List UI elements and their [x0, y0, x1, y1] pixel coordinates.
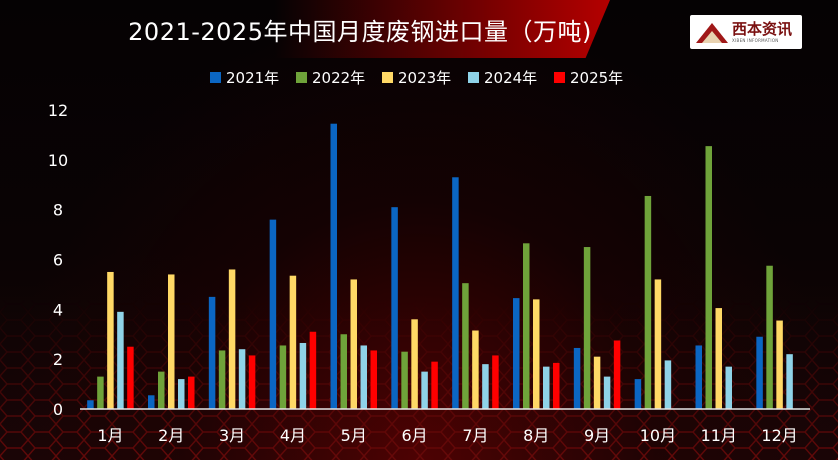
- y-tick-label: 10: [48, 151, 68, 170]
- chart-title: 2021-2025年中国月度废钢进口量（万吨): [128, 18, 592, 46]
- bar: [553, 362, 560, 409]
- x-tick-label: 9月: [584, 426, 610, 445]
- bar: [664, 360, 672, 409]
- bar: [188, 376, 195, 409]
- y-tick-label: 4: [53, 300, 63, 319]
- bar: [644, 195, 652, 409]
- x-tick-label: 12月: [761, 426, 797, 445]
- bar: [228, 269, 236, 409]
- bar: [715, 308, 722, 409]
- y-tick-label: 2: [53, 350, 63, 369]
- legend-swatch: [296, 72, 307, 83]
- bar: [168, 274, 175, 409]
- bar: [452, 177, 459, 409]
- bar: [695, 345, 702, 409]
- bar: [462, 283, 469, 409]
- bar: [279, 345, 287, 409]
- y-tick-label: 6: [53, 251, 63, 270]
- x-tick-label: 7月: [462, 426, 488, 445]
- y-axis: 0 2 4 6 8 10 12: [48, 101, 68, 419]
- legend-label: 2024年: [484, 69, 537, 87]
- bar: [431, 361, 438, 409]
- bar: [593, 356, 601, 409]
- y-tick-label: 12: [48, 101, 68, 120]
- y-tick-label: 8: [53, 201, 63, 220]
- bar: [786, 354, 793, 409]
- bar: [350, 279, 357, 409]
- bar: [583, 247, 591, 409]
- bar: [523, 243, 530, 409]
- brand-logo: 西本资讯 XIBEN INFORMATION: [690, 15, 802, 49]
- legend-label: 2022年: [312, 69, 365, 87]
- bar: [573, 347, 581, 409]
- legend-label: 2021年: [226, 69, 279, 87]
- bar: [360, 345, 367, 409]
- logo-subtext: XIBEN INFORMATION: [732, 38, 779, 43]
- bar: [218, 350, 226, 409]
- bar: [299, 342, 307, 409]
- bar: [107, 271, 114, 409]
- bar: [178, 379, 185, 409]
- bar: [654, 279, 662, 409]
- bar: [289, 275, 297, 409]
- bar: [472, 330, 479, 409]
- bar: [603, 376, 611, 409]
- bar: [127, 346, 134, 409]
- bar: [634, 379, 642, 409]
- bar: [370, 350, 377, 409]
- x-tick-label: 3月: [219, 426, 245, 445]
- legend-swatch: [468, 72, 479, 83]
- x-tick-label: 5月: [341, 426, 367, 445]
- x-axis: 1月 2月 3月 4月 5月 6月 7月 8月 9月 10月 11月 12月: [97, 426, 797, 445]
- bar: [756, 336, 763, 409]
- bar: [411, 319, 418, 409]
- bars: [87, 123, 793, 410]
- bar: [533, 299, 540, 409]
- bar: [401, 351, 408, 409]
- bar: [87, 400, 94, 409]
- bar: [543, 366, 550, 409]
- legend-swatch: [382, 72, 393, 83]
- legend-swatch: [554, 72, 565, 83]
- bar: [148, 395, 155, 409]
- bar: [613, 340, 621, 409]
- bar: [391, 207, 398, 409]
- x-tick-label: 10月: [640, 426, 676, 445]
- bar: [705, 146, 712, 410]
- x-tick-label: 8月: [523, 426, 549, 445]
- bar: [97, 376, 104, 409]
- bar: [776, 320, 783, 409]
- x-tick-label: 1月: [97, 426, 123, 445]
- logo-mountain-icon: [696, 23, 728, 43]
- legend-swatch: [210, 72, 221, 83]
- x-tick-label: 11月: [701, 426, 737, 445]
- bar: [158, 371, 165, 409]
- bar: [269, 219, 277, 409]
- bar: [513, 298, 520, 409]
- bar: [208, 296, 216, 409]
- legend-label: 2025年: [570, 69, 623, 87]
- bar: [725, 366, 732, 409]
- bar: [482, 364, 489, 409]
- bar: [238, 349, 246, 409]
- bar: [248, 355, 256, 409]
- bar: [492, 355, 499, 409]
- x-tick-label: 2月: [158, 426, 184, 445]
- bar: [766, 265, 773, 409]
- bar: [309, 331, 317, 409]
- y-tick-label: 0: [53, 400, 63, 419]
- bar: [330, 123, 337, 410]
- legend: 2021年 2022年 2023年 2024年 2025年: [210, 69, 623, 87]
- bar: [340, 334, 347, 409]
- title-band: [0, 0, 610, 58]
- bar: [421, 371, 428, 409]
- x-tick-label: 6月: [401, 426, 427, 445]
- logo-text: 西本资讯: [732, 20, 793, 38]
- legend-label: 2023年: [398, 69, 451, 87]
- x-tick-label: 4月: [280, 426, 306, 445]
- bar: [117, 311, 124, 409]
